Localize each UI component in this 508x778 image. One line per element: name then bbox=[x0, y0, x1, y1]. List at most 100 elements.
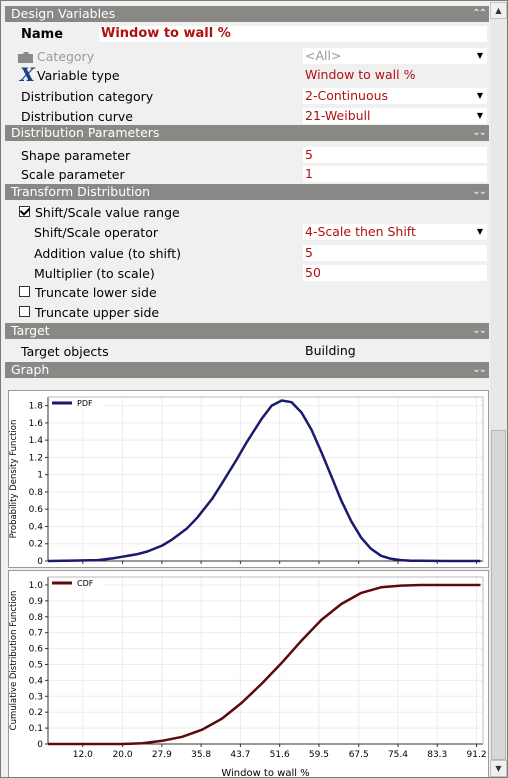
y-tick-label: 0.6 bbox=[29, 645, 44, 655]
distribution-category-label: Distribution category bbox=[21, 89, 154, 104]
y-tick-label: 0.8 bbox=[29, 613, 44, 623]
shape-parameter-row: Shape parameter 5 bbox=[5, 146, 489, 165]
target-objects-row: Target objects Building bbox=[5, 342, 489, 361]
section-design-variables[interactable]: Design Variables ⌃⌃ bbox=[5, 6, 489, 22]
legend-box bbox=[49, 578, 103, 590]
y-tick-label: 1.0 bbox=[29, 581, 44, 591]
shape-parameter-input[interactable]: 5 bbox=[303, 147, 487, 163]
y-tick-label: 1.6 bbox=[29, 419, 44, 429]
y-tick-label: 0.7 bbox=[29, 629, 43, 639]
graph-area: 0 0.2 0.4 0.6 0.8 1 1.2 1.4 1.6 1.8 Probability De… bbox=[8, 387, 489, 777]
collapse-chevron-icon[interactable]: ⌄⌄ bbox=[472, 325, 487, 336]
section-target[interactable]: Target ⌄⌄ bbox=[5, 323, 489, 339]
x-tick-label: 51.6 bbox=[270, 750, 290, 760]
section-distribution-parameters[interactable]: Distribution Parameters ⌄⌄ bbox=[5, 125, 489, 141]
y-tick-label: 0.2 bbox=[29, 708, 43, 718]
collapse-chevron-icon[interactable]: ⌄⌄ bbox=[472, 364, 487, 375]
operator-row: Shift/Scale operator 4-Scale then Shift ▼ bbox=[5, 223, 489, 242]
legend-label: PDF bbox=[77, 399, 93, 408]
vertical-scrollbar[interactable]: ▲ ▼ bbox=[490, 2, 507, 777]
x-axis-label: Window to wall % bbox=[221, 768, 309, 777]
dropdown-arrow-icon: ▼ bbox=[476, 227, 483, 236]
pdf-chart: 0 0.2 0.4 0.6 0.8 1 1.2 1.4 1.6 1.8 Probability De… bbox=[8, 390, 489, 568]
scale-parameter-label: Scale parameter bbox=[21, 167, 125, 182]
x-tick-label: 20.0 bbox=[113, 750, 133, 760]
y-tick-label: 0.1 bbox=[29, 724, 43, 734]
y-tick-label: 1 bbox=[37, 471, 43, 481]
truncate-upper-checkbox[interactable] bbox=[19, 306, 30, 317]
name-input[interactable]: Window to wall % bbox=[99, 26, 487, 42]
collapse-chevron-icon[interactable]: ⌃⌃ bbox=[472, 8, 487, 19]
x-tick-label: 43.7 bbox=[230, 750, 250, 760]
scale-parameter-input[interactable]: 1 bbox=[303, 166, 487, 182]
section-title: Graph bbox=[11, 362, 50, 377]
y-tick-label: 1.2 bbox=[29, 453, 43, 463]
distribution-curve-row: Distribution curve 21-Weibull ▼ bbox=[5, 107, 489, 126]
x-tick-label: 59.5 bbox=[309, 750, 329, 760]
y-axis-label: Probability Density Function bbox=[9, 420, 19, 539]
shape-parameter-label: Shape parameter bbox=[21, 148, 131, 163]
series-line-pdf bbox=[47, 399, 481, 563]
truncate-lower-row: Truncate lower side bbox=[5, 283, 489, 302]
y-tick-label: 1.4 bbox=[29, 436, 44, 446]
y-tick-label: 0.6 bbox=[29, 505, 44, 515]
y-axis-label: Cumulative Distribution Function bbox=[9, 591, 19, 731]
collapse-chevron-icon[interactable]: ⌄⌄ bbox=[472, 186, 487, 197]
scale-parameter-row: Scale parameter 1 bbox=[5, 165, 489, 184]
section-graph[interactable]: Graph ⌄⌄ bbox=[5, 362, 489, 378]
x-tick-label: 35.8 bbox=[191, 750, 211, 760]
multiplier-row: Multiplier (to scale) 50 bbox=[5, 264, 489, 283]
distribution-category-select[interactable]: 2-Continuous ▼ bbox=[303, 88, 487, 104]
truncate-lower-label: Truncate lower side bbox=[35, 285, 157, 300]
addition-input[interactable]: 5 bbox=[303, 245, 487, 261]
y-tick-label: 0.4 bbox=[29, 676, 44, 686]
truncate-upper-label: Truncate upper side bbox=[35, 305, 160, 320]
y-tick-label: 0.9 bbox=[29, 597, 44, 607]
section-title: Transform Distribution bbox=[11, 184, 151, 199]
y-tick-label: 0.3 bbox=[29, 692, 43, 702]
multiplier-label: Multiplier (to scale) bbox=[34, 266, 155, 281]
x-tick-label: 75.4 bbox=[388, 750, 408, 760]
folder-icon bbox=[18, 51, 33, 63]
distribution-category-value: 2-Continuous bbox=[305, 88, 389, 103]
category-value: <All> bbox=[305, 48, 342, 63]
target-objects-value: Building bbox=[305, 343, 356, 358]
y-tick-label: 0 bbox=[37, 557, 43, 567]
operator-select[interactable]: 4-Scale then Shift ▼ bbox=[303, 224, 487, 240]
x-tick-label: 83.3 bbox=[427, 750, 447, 760]
truncate-lower-checkbox[interactable] bbox=[19, 286, 30, 297]
properties-content: Design Variables ⌃⌃ Name Window to wall … bbox=[2, 2, 489, 777]
variable-type-value: Window to wall % bbox=[305, 67, 416, 82]
category-select[interactable]: <All> ▼ bbox=[303, 48, 487, 64]
dropdown-arrow-icon: ▼ bbox=[476, 91, 483, 100]
y-tick-label: 0.4 bbox=[29, 522, 44, 532]
cdf-chart: 0 0.1 0.2 0.3 0.4 0.5 0.6 0.7 0.8 0.9 1.0 12.0 20.0 2… bbox=[8, 570, 489, 777]
y-tick-label: 0.2 bbox=[29, 540, 43, 550]
dropdown-arrow-icon: ▼ bbox=[476, 51, 483, 60]
addition-label: Addition value (to shift) bbox=[34, 246, 181, 261]
shift-scale-label: Shift/Scale value range bbox=[35, 205, 180, 220]
section-transform-distribution[interactable]: Transform Distribution ⌄⌄ bbox=[5, 184, 489, 200]
shift-scale-row: Shift/Scale value range bbox=[5, 203, 489, 222]
operator-value: 4-Scale then Shift bbox=[305, 224, 416, 239]
category-label: Category bbox=[37, 49, 95, 64]
distribution-category-row: Distribution category 2-Continuous ▼ bbox=[5, 87, 489, 106]
addition-row: Addition value (to shift) 5 bbox=[5, 244, 489, 263]
section-title: Design Variables bbox=[11, 6, 116, 21]
y-tick-label: 0 bbox=[37, 740, 43, 750]
scroll-up-arrow-icon[interactable]: ▲ bbox=[490, 2, 507, 19]
plot-area bbox=[48, 577, 483, 744]
scroll-down-arrow-icon[interactable]: ▼ bbox=[490, 760, 507, 777]
shift-scale-checkbox[interactable] bbox=[19, 206, 30, 217]
distribution-curve-select[interactable]: 21-Weibull ▼ bbox=[303, 108, 487, 124]
distribution-curve-value: 21-Weibull bbox=[305, 108, 371, 123]
collapse-chevron-icon[interactable]: ⌄⌄ bbox=[472, 127, 487, 138]
multiplier-input[interactable]: 50 bbox=[303, 265, 487, 281]
y-tick-label: 0.5 bbox=[29, 660, 43, 670]
variable-type-label: Variable type bbox=[37, 68, 120, 83]
legend-box bbox=[49, 398, 103, 410]
scroll-thumb[interactable] bbox=[491, 430, 506, 760]
y-tick-label: 0.8 bbox=[29, 488, 44, 498]
variable-x-icon: X bbox=[20, 64, 35, 86]
